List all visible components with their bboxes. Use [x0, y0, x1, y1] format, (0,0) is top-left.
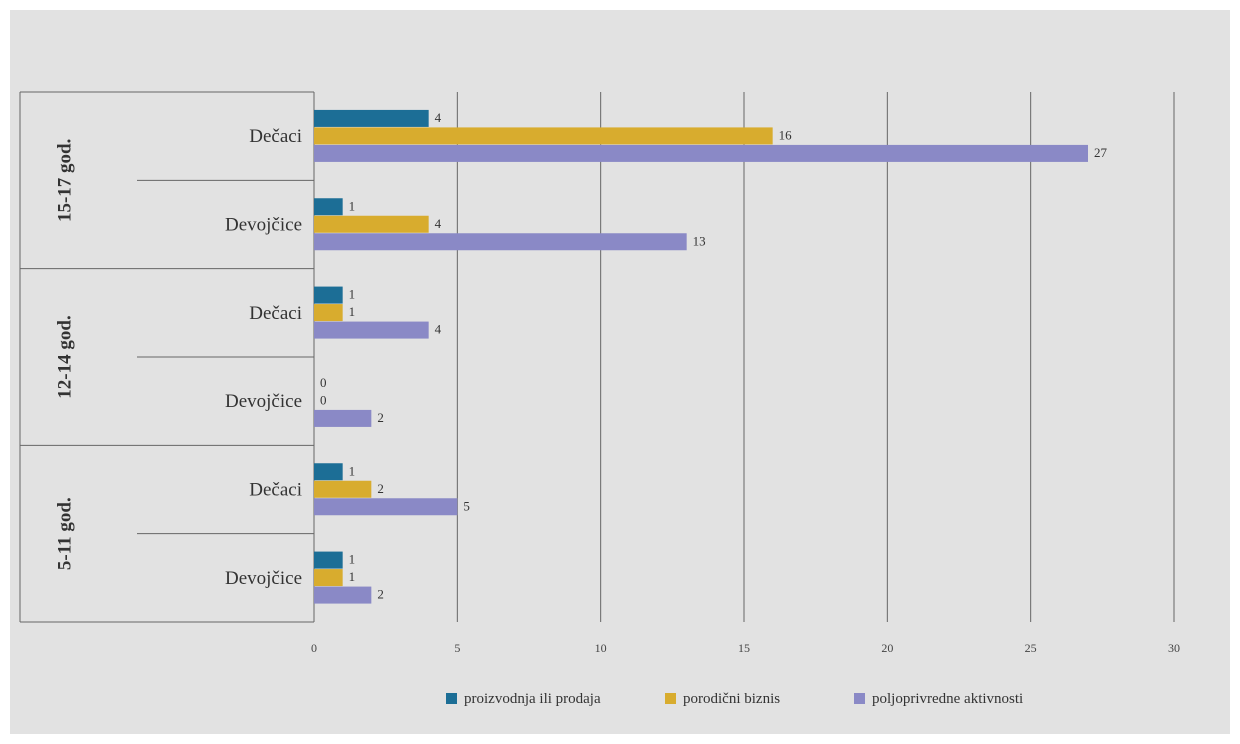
bar: [314, 127, 773, 145]
x-tick-label: 10: [595, 641, 607, 655]
category-label: Devojčice: [225, 568, 302, 589]
bar: [314, 551, 343, 569]
legend-label: proizvodnja ili prodaja: [464, 691, 601, 707]
legend-swatch: [665, 693, 676, 704]
data-label: 4: [435, 216, 442, 231]
data-label: 1: [349, 552, 356, 567]
bar: [314, 215, 429, 233]
legend: proizvodnja ili prodaja porodični biznis p…: [446, 691, 1023, 707]
data-label: 16: [779, 127, 793, 142]
bar: [314, 233, 687, 251]
category-label: Dečaci: [249, 126, 302, 147]
grid-lines: [313, 92, 1175, 622]
legend-label: poljoprivredne aktivnosti: [872, 691, 1023, 707]
bar: [314, 321, 429, 339]
legend-swatch: [854, 693, 865, 704]
legend-label: porodični biznis: [683, 691, 780, 707]
x-tick-label: 0: [311, 641, 317, 655]
bar: [314, 569, 343, 587]
category-label: Devojčice: [225, 215, 302, 236]
bars: [314, 109, 1088, 604]
x-tick-label: 20: [881, 641, 893, 655]
bar: [314, 586, 372, 604]
category-label: Dečaci: [249, 480, 302, 501]
x-tick-label: 5: [454, 641, 460, 655]
category-label: Dečaci: [249, 303, 302, 324]
bar: [314, 463, 343, 481]
data-label: 5: [463, 498, 470, 513]
data-label: 1: [349, 463, 356, 478]
x-tick-label: 30: [1168, 641, 1180, 655]
labels: 0 5 10 15 20 25 30DečaciDevojčiceDečaciDevojči…: [55, 110, 1181, 655]
data-label: 0: [320, 392, 327, 407]
data-label: 1: [349, 569, 356, 584]
bar: [314, 109, 429, 127]
category-label: Devojčice: [225, 391, 302, 412]
group-label: 12-14 god.: [55, 315, 76, 398]
bar: [314, 286, 343, 304]
data-label: 2: [377, 587, 384, 602]
bar: [314, 480, 372, 498]
data-label: 4: [435, 110, 442, 125]
bar: [314, 498, 458, 516]
chart-panel: 0 5 10 15 20 25 30 Dečaci Devojčice Dečaci Devojči…: [10, 10, 1230, 734]
data-label: 2: [377, 481, 384, 496]
bar: [314, 198, 343, 216]
legend-swatch: [446, 693, 457, 704]
bar: [314, 409, 372, 427]
x-tick-label: 25: [1025, 641, 1037, 655]
data-label: 13: [693, 233, 706, 248]
data-label: 27: [1094, 145, 1108, 160]
group-label: 15-17 god.: [55, 139, 76, 222]
bar: [314, 144, 1088, 162]
data-label: 1: [349, 198, 356, 213]
group-label: 5-11 god.: [55, 497, 76, 570]
data-label: 0: [320, 375, 327, 390]
data-label: 1: [349, 304, 356, 319]
bar: [314, 304, 343, 322]
data-label: 4: [435, 322, 442, 337]
bar-chart: 0 5 10 15 20 25 30DečaciDevojčiceDečaciDevojči…: [19, 91, 1181, 707]
category-axis-frame: [19, 91, 315, 623]
data-label: 2: [377, 410, 384, 425]
data-label: 1: [349, 287, 356, 302]
x-tick-label: 15: [738, 641, 750, 655]
